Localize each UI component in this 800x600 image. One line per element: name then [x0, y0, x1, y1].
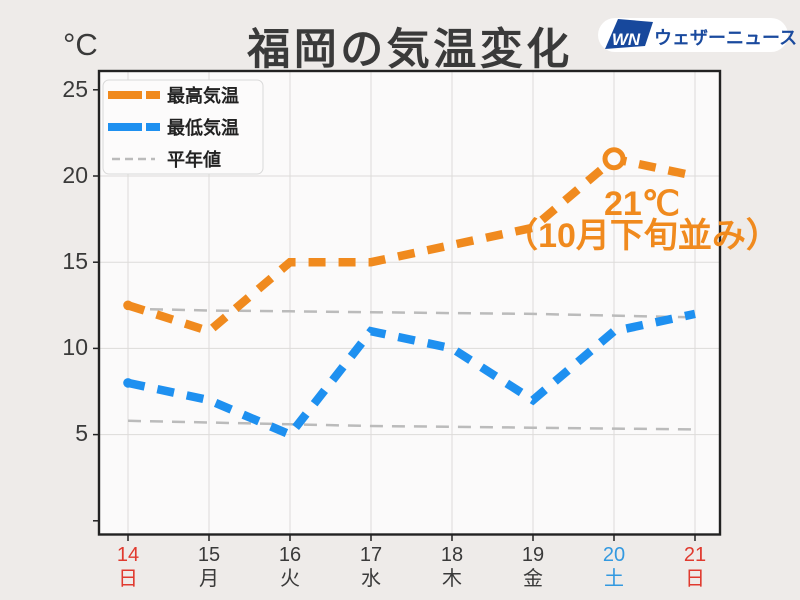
svg-text:木: 木	[442, 567, 462, 590]
svg-text:日: 日	[685, 568, 705, 590]
svg-text:（10月下旬並み）: （10月下旬並み）	[504, 216, 780, 255]
svg-text:10: 10	[62, 334, 88, 360]
svg-text:25: 25	[62, 76, 88, 102]
svg-text:5: 5	[75, 420, 88, 446]
svg-text:20: 20	[603, 544, 625, 566]
svg-text:土: 土	[604, 567, 624, 590]
svg-text:15: 15	[62, 248, 88, 274]
svg-text:16: 16	[279, 544, 301, 566]
svg-text:15: 15	[198, 544, 220, 566]
svg-text:火: 火	[280, 568, 300, 590]
svg-text:月: 月	[199, 568, 219, 590]
svg-text:20: 20	[62, 162, 88, 188]
svg-text:21: 21	[684, 544, 706, 566]
svg-text:最高気温: 最高気温	[167, 85, 239, 106]
svg-text:17: 17	[360, 544, 382, 566]
svg-text:14: 14	[117, 544, 139, 566]
svg-text:日: 日	[118, 568, 138, 590]
svg-text:金: 金	[523, 567, 543, 590]
svg-text:19: 19	[522, 544, 544, 566]
svg-text:最低気温: 最低気温	[167, 117, 239, 138]
svg-text:平年値: 平年値	[167, 149, 221, 170]
svg-text:18: 18	[441, 544, 463, 566]
svg-text:水: 水	[361, 567, 381, 590]
